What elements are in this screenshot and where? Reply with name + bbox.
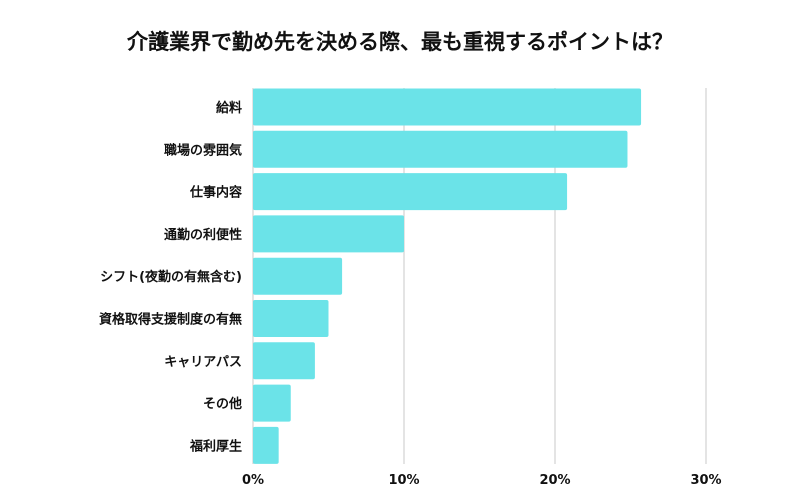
bar — [253, 130, 628, 168]
bar — [253, 215, 404, 253]
category-label: 給料 — [216, 100, 242, 116]
x-tick-labels: 0% 10% 20% 30% — [242, 473, 722, 488]
bar — [253, 384, 291, 422]
bar — [253, 300, 329, 337]
x-tick-label: 0% — [242, 473, 264, 488]
category-label: 資格取得支援制度の有無 — [99, 312, 242, 328]
category-label: キャリアパス — [164, 355, 242, 370]
category-label: 福利厚生 — [189, 438, 242, 454]
category-label: シフト(夜勤の有無含む) — [100, 269, 242, 285]
x-tick-label: 20% — [539, 473, 570, 488]
bars — [253, 88, 642, 464]
bar — [253, 173, 568, 211]
category-label: 通勤の利便性 — [164, 227, 242, 243]
bar — [253, 257, 343, 295]
chart-title: 介護業界で勤め先を決める際、最も重視するポイントは？ — [127, 30, 673, 54]
bar — [253, 426, 279, 464]
x-tick-label: 30% — [690, 473, 721, 488]
category-label: その他 — [203, 396, 242, 412]
bar — [253, 88, 642, 126]
bar — [253, 342, 315, 380]
category-label: 仕事内容 — [189, 185, 242, 201]
category-label: 職場の雰囲気 — [164, 142, 242, 158]
x-tick-label: 10% — [388, 473, 419, 488]
